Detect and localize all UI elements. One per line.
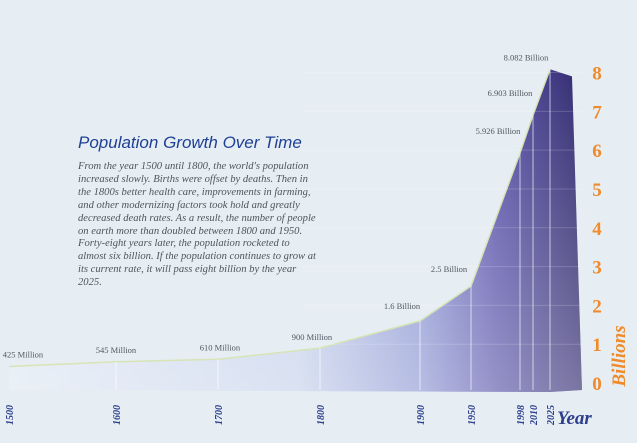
data-label: 1.6 Billion xyxy=(384,301,421,311)
x-tick-label: 2010 xyxy=(529,405,540,426)
data-label: 545 Million xyxy=(96,345,137,355)
x-tick-label: 1900 xyxy=(416,405,427,425)
x-tick-label: 1600 xyxy=(112,405,123,425)
y-tick-label: 3 xyxy=(592,258,602,279)
data-label: 6.903 Billion xyxy=(488,88,534,98)
gridline-stripes xyxy=(300,72,582,345)
data-label: 425 Million xyxy=(3,350,44,360)
info-panel: Population Growth Over Time From the yea… xyxy=(78,133,318,290)
x-tick-label: 2025 xyxy=(546,405,557,426)
y-tick-label: 5 xyxy=(592,180,602,201)
y-axis-title: Billions xyxy=(609,325,630,387)
data-label: 2.5 Billion xyxy=(431,264,468,274)
x-tick-label: 1800 xyxy=(316,405,327,425)
data-labels: 425 Million 545 Million 610 Million 900 Mil… xyxy=(3,52,549,359)
x-tick-label: 1500 xyxy=(5,405,16,425)
x-tick-label: 1700 xyxy=(214,405,225,425)
data-label: 900 Million xyxy=(292,332,333,342)
x-tick-label: 1998 xyxy=(516,405,527,425)
population-area-sheen xyxy=(9,69,582,393)
year-divider-lines xyxy=(115,69,551,390)
data-label: 8.082 Billion xyxy=(504,52,550,62)
y-tick-label: 6 xyxy=(592,141,602,162)
x-axis-title: Year xyxy=(557,408,592,429)
y-axis-tick-labels: 0 1 2 3 4 5 6 7 8 xyxy=(592,64,602,395)
y-tick-label: 4 xyxy=(592,219,602,240)
data-label: 610 Million xyxy=(200,342,241,352)
x-tick-label: 1950 xyxy=(467,405,478,425)
x-axis-tick-labels: 1500 1600 1700 1800 1900 1950 1998 2010 2025 xyxy=(5,405,557,426)
y-tick-label: 7 xyxy=(592,102,602,123)
y-tick-label: 8 xyxy=(592,64,602,85)
data-label: 5.926 Billion xyxy=(476,126,522,136)
y-tick-label: 0 xyxy=(592,374,602,395)
chart-description: From the year 1500 until 1800, the world… xyxy=(78,161,316,289)
chart-title: Population Growth Over Time xyxy=(78,133,302,152)
population-area-top-edge xyxy=(8,69,551,368)
y-tick-label: 2 xyxy=(592,296,602,317)
y-tick-label: 1 xyxy=(592,335,602,356)
